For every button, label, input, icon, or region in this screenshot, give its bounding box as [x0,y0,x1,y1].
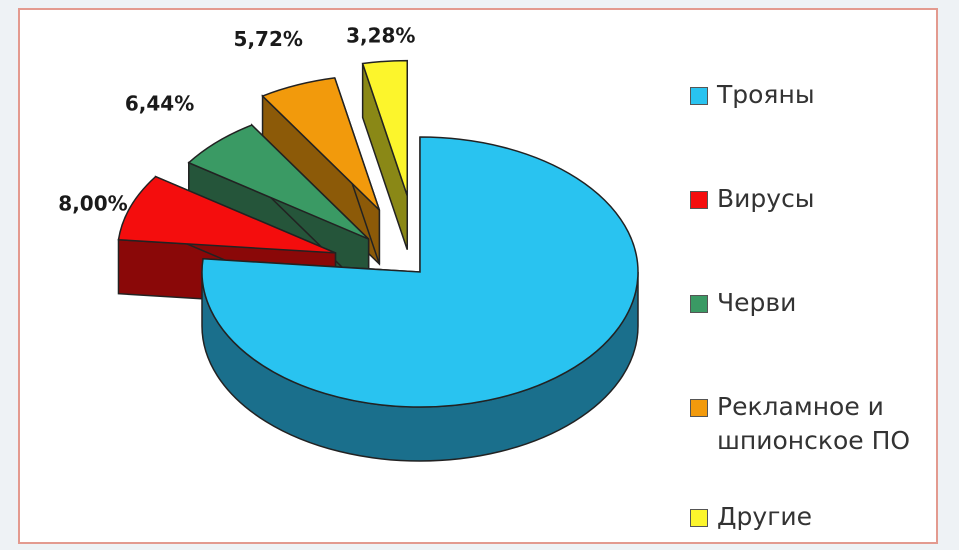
legend-swatch-other [690,509,708,527]
slice-viruses-top [117,175,336,254]
slice-other [361,59,408,250]
slice-trojans [201,136,639,462]
legend-item-worms: Черви [690,286,937,320]
legend-swatch-worms [690,295,708,313]
data-label-worms: 6,44% [125,91,194,115]
legend-label-other: Другие [717,502,812,531]
data-label-adware: 5,72% [234,27,303,51]
legend-item-other: Другие [690,500,937,534]
legend-swatch-trojans [690,87,708,105]
slice-other-top [361,59,408,196]
legend-label-viruses: Вирусы [717,184,815,213]
slice-worms-top [187,124,370,240]
legend-swatch-adware [690,399,708,417]
slice-trojans-top [201,136,639,408]
data-label-viruses: 8,00% [58,192,127,216]
legend-item-adware: Рекламное и шпионское ПО [690,390,937,458]
legend-item-viruses: Вирусы [690,182,937,216]
legend-item-trojans: Трояны [690,78,937,112]
legend-label-trojans: Трояны [717,80,815,109]
legend-swatch-viruses [690,191,708,209]
slice-adware-top [261,77,381,211]
legend-label-worms: Черви [717,288,797,317]
data-label-other: 3,28% [346,24,415,48]
legend-label-adware: Рекламное и шпионское ПО [717,392,911,455]
